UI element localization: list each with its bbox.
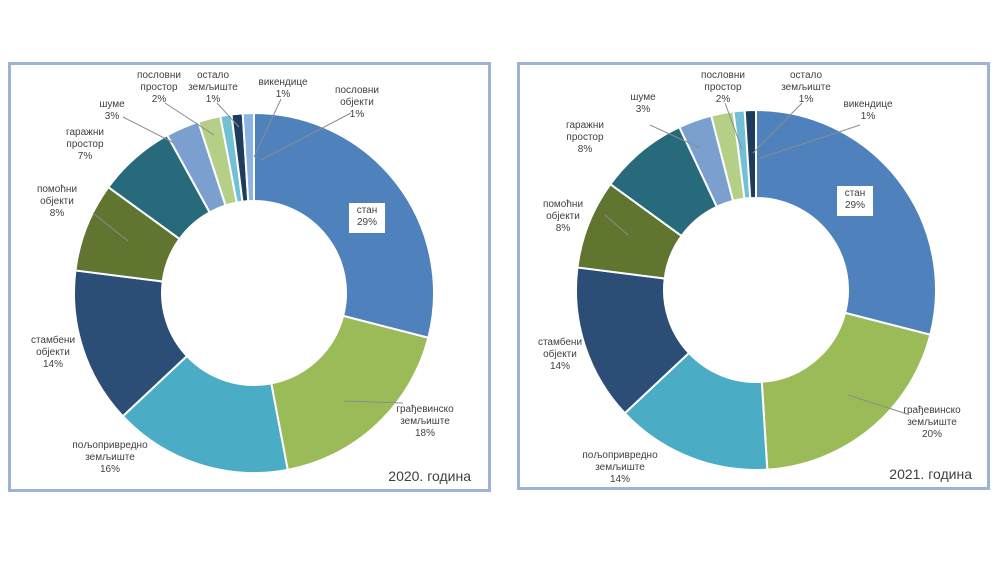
donut-slice-1	[253, 111, 435, 339]
donut-slice-10	[743, 108, 757, 200]
slice-label-2: грађевинско земљиште 18%	[396, 403, 454, 439]
slice-label-4: стамбени објекти 14%	[538, 336, 582, 372]
slice-label-10: викендице 1%	[843, 99, 893, 122]
leader-line-8	[724, 102, 743, 150]
slice-label-10: викендице 1%	[258, 77, 308, 100]
leader-line-7	[649, 124, 701, 149]
slice-label-5: помоћни објекти 8%	[37, 184, 77, 219]
slice-label-6: гаражни простор 7%	[66, 127, 104, 162]
leader-line-7	[122, 116, 175, 144]
donut-slice-3	[121, 354, 289, 474]
leader-line-2	[847, 394, 908, 415]
leader-line-2	[343, 400, 404, 404]
slice-label-6: гаражни простор 8%	[566, 120, 604, 155]
leader-line-9	[752, 102, 803, 154]
slice-label-8: пословни простор 2%	[137, 70, 181, 105]
leader-line-11	[260, 112, 352, 161]
chart-panel-2020: стан 29% грађевинско земљиште 18% пољопривред…	[8, 62, 491, 492]
leader-line-5	[604, 214, 629, 236]
slice-label-8: пословни простор 2%	[701, 70, 745, 105]
slice-label-7: шуме 3%	[99, 99, 125, 122]
label-box	[837, 186, 873, 216]
donut-chart-2020: стан 29% грађевинско земљиште 18% пољопривред…	[31, 70, 471, 484]
donut-slice-1	[755, 108, 937, 336]
slice-label-7: шуме 3%	[630, 92, 656, 115]
leader-line-5	[92, 212, 129, 242]
donut-slice-2	[270, 314, 430, 471]
chart-title: 2021. година	[889, 466, 972, 482]
donut-slice-11	[241, 111, 255, 203]
chart-panel-2021: стан 29% грађевинско земљиште 20% пољопривред…	[517, 62, 990, 490]
slice-label-1: стан 29%	[845, 188, 866, 211]
leader-line-8	[164, 102, 215, 136]
donut-slice-2	[760, 311, 932, 471]
slice-label-1: стан 29%	[357, 205, 378, 228]
slice-label-5: помоћни објекти 8%	[543, 199, 583, 234]
leader-line-9	[216, 102, 240, 128]
leader-line-10	[253, 98, 282, 158]
slice-label-3: пољопривредно земљиште 16%	[72, 440, 148, 475]
donut-chart-2021: стан 29% грађевинско земљиште 20% пољопривред…	[538, 70, 972, 485]
slice-label-9: остало земљиште 1%	[781, 70, 831, 105]
slice-label-11: пословни објекти 1%	[335, 85, 379, 120]
slice-label-2: грађевинско земљиште 20%	[903, 404, 961, 440]
slice-label-4: стамбени објекти 14%	[31, 334, 75, 370]
slice-label-3: пољопривредно земљиште 14%	[582, 450, 658, 485]
label-box	[349, 203, 385, 233]
slice-label-9: остало земљиште 1%	[188, 70, 238, 105]
leader-line-10	[759, 124, 861, 159]
chart-title: 2020. година	[388, 468, 471, 484]
